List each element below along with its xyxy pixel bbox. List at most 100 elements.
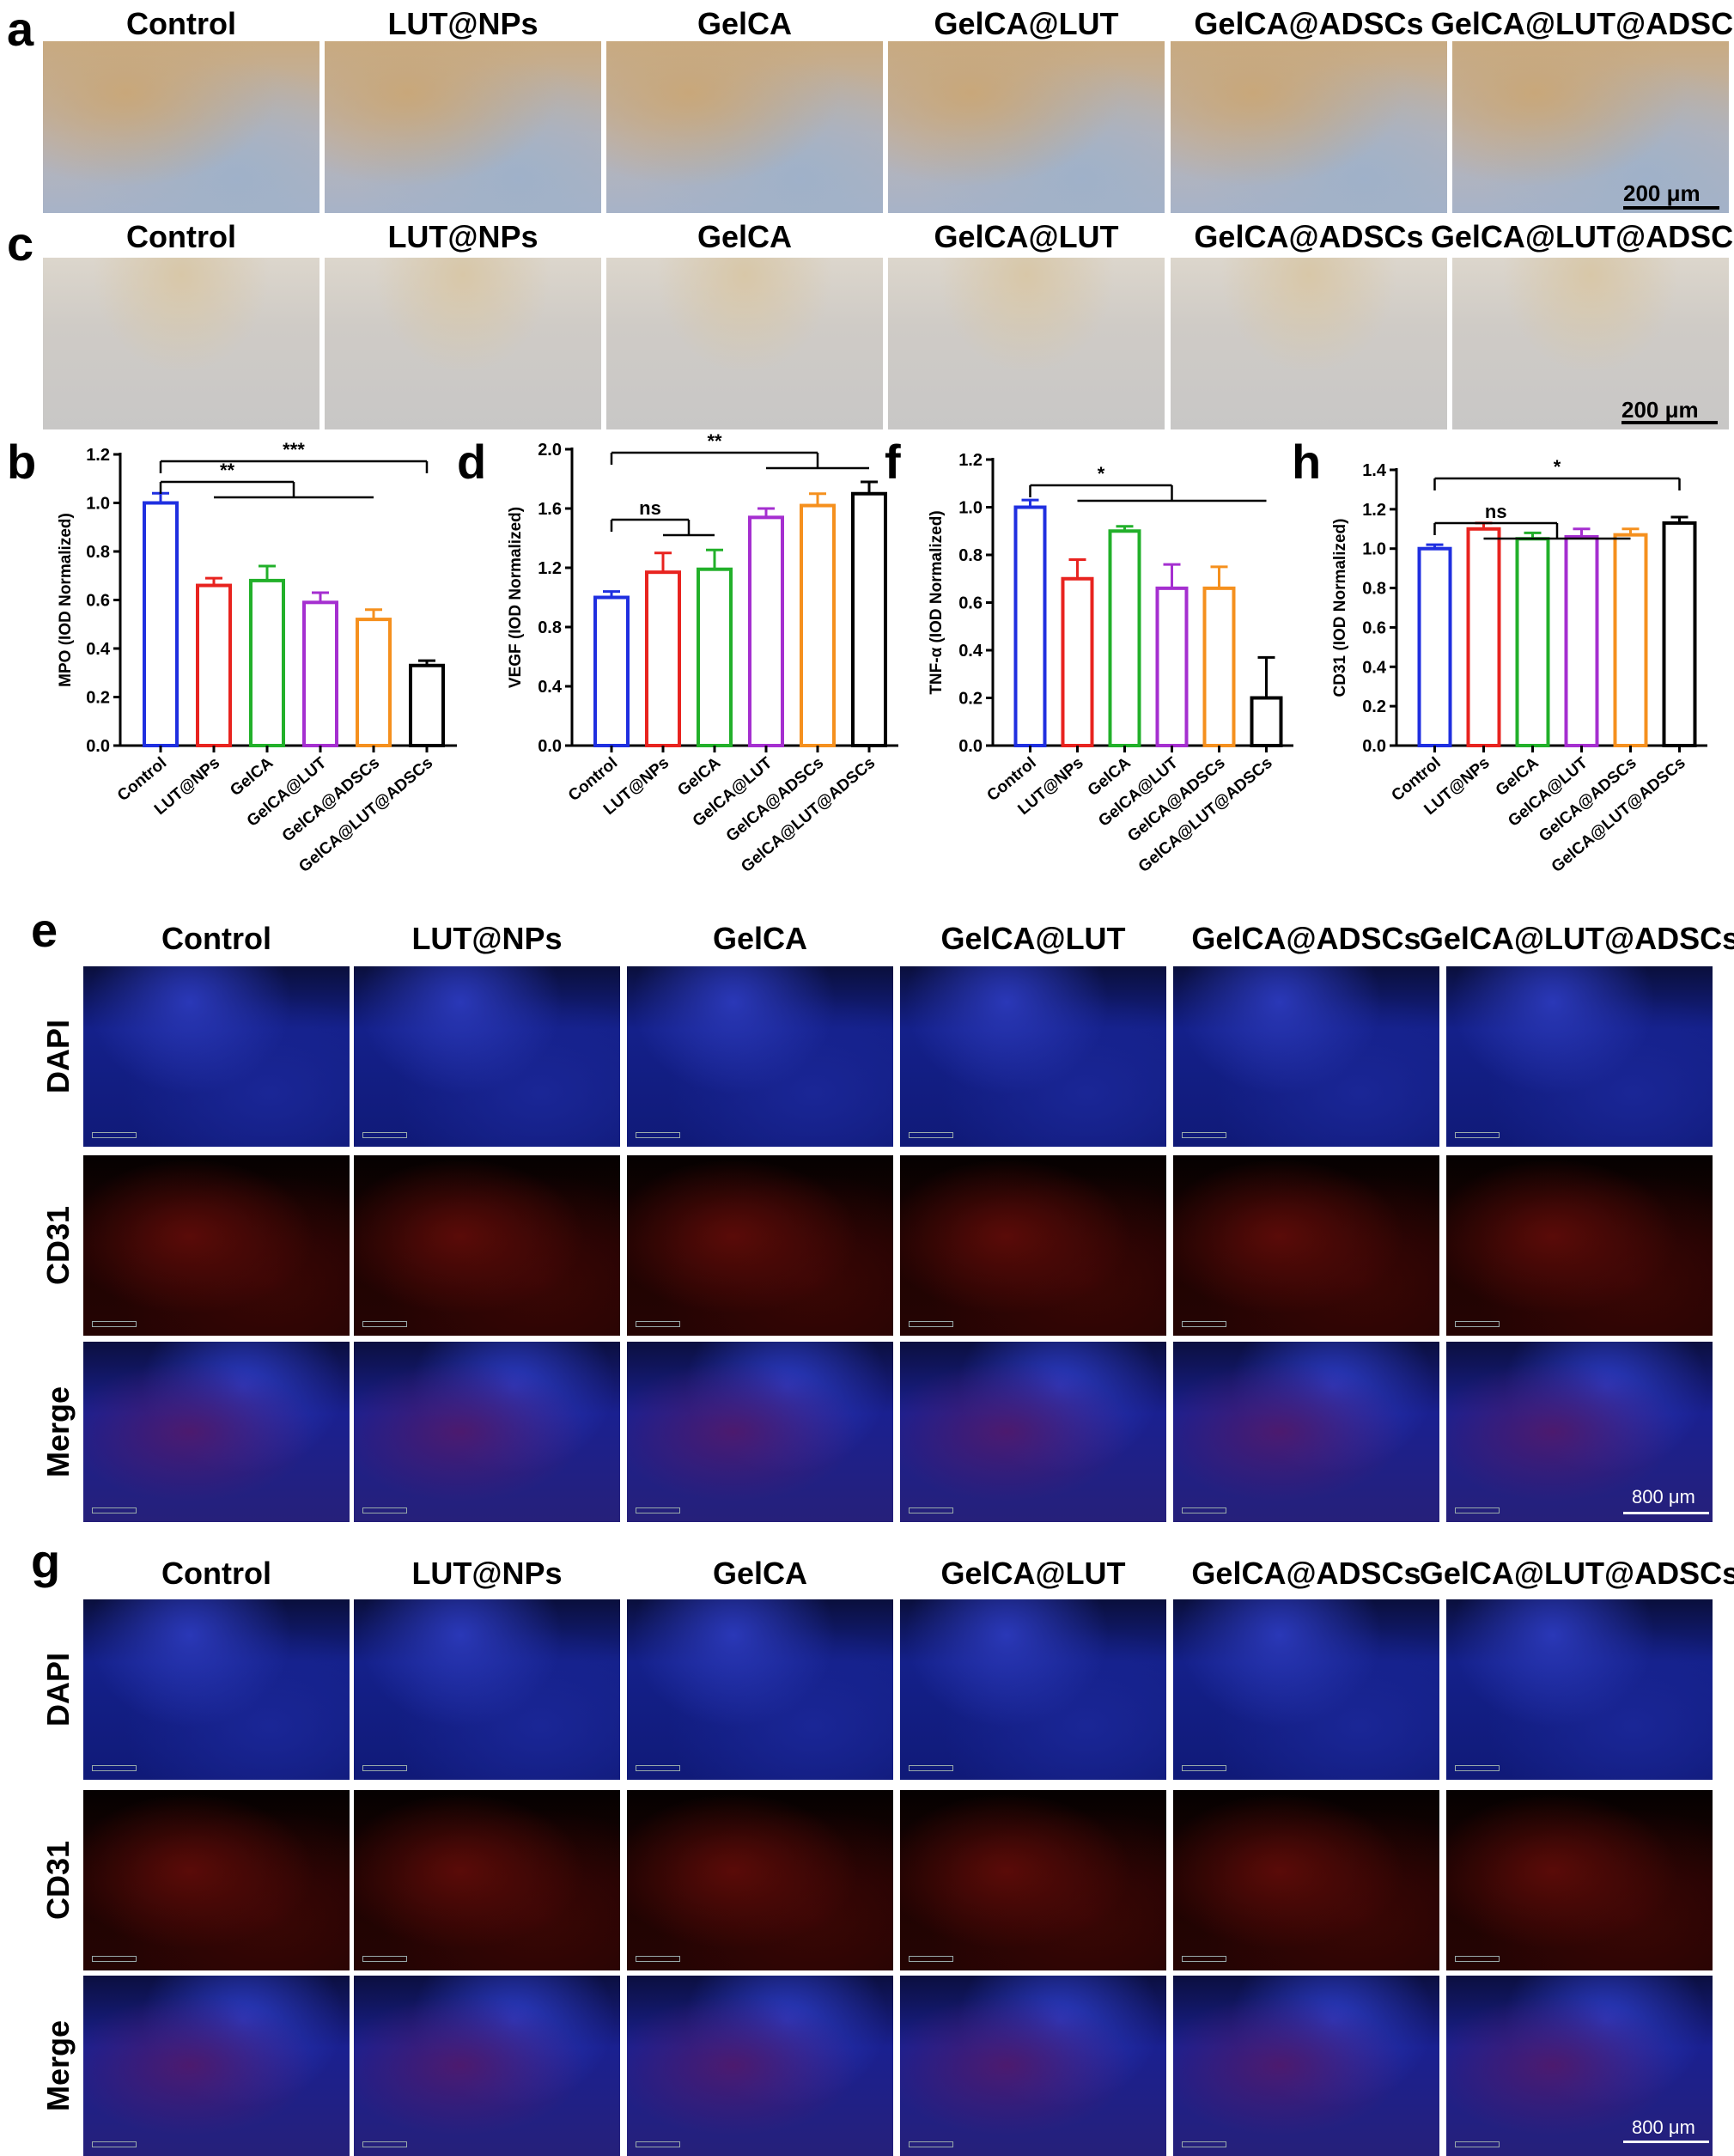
panel-e-cd31-image-gelca [627,1155,893,1336]
bar-control [1417,546,1452,747]
y-tick-label: 0.4 [86,640,111,659]
y-tick-label: 1.4 [1362,461,1387,480]
panel-e-dapi-image-gelca-lut [900,966,1166,1147]
panel-e-mini-scalebar [362,1132,407,1138]
y-axis-label: TNF-α (IOD Normalized) [928,510,946,694]
y-axis-label: CD31 (IOD Normalized) [1331,519,1349,697]
panel-e-mini-scalebar [1182,1321,1226,1327]
panel-c-image-lut-nps [325,258,601,429]
panel-letter-b: b [7,435,37,489]
panel-e-merge-image-lut-nps [354,1342,620,1522]
y-tick-label: 0.8 [86,543,110,562]
y-axis-label: MPO (IOD Normalized) [57,513,75,687]
panel-e-mini-scalebar [362,1321,407,1327]
significance-label: ns [639,497,661,519]
panel-g-merge-image-gelca [627,1976,893,2156]
y-tick-label: 0.4 [1362,658,1387,677]
y-tick-label: 2.0 [538,441,562,460]
panel-e-merge-image-control [83,1342,350,1522]
panel-a-image-lut-nps [325,41,601,213]
panel-g-title-gelca: GelCA [712,1556,808,1591]
panel-g-dapi-image-control [83,1599,350,1780]
panel-g-row-label-merge: Merge [40,2019,76,2112]
panel-e-scalebar-label: 800 μm [1632,1486,1695,1507]
y-tick-label: 0.0 [86,737,110,756]
bar-gelca [1515,537,1550,747]
significance-label: * [1098,463,1105,484]
panel-g-mini-scalebar [909,2141,953,2147]
bar-gelca [697,567,733,747]
panel-c-title-control: Control [126,219,236,254]
panel-a-title-gelca-adscs: GelCA@ADSCs [1194,6,1424,41]
panel-c-title-lut-nps: LUT@NPs [387,219,538,254]
panel-c-image-gelca-adscs [1171,258,1447,429]
panel-e-mini-scalebar [92,1507,137,1513]
y-tick-label: 0.2 [1362,697,1386,716]
panel-a-title-control: Control [126,6,236,41]
chart-mpo: 0.0 0.2 0.4 0.6 0.8 1.0 1.2 MPO (IOD Normalized… [57,439,457,876]
panel-e-mini-scalebar [1182,1507,1226,1513]
panel-e-title-gelca-lut: GelCA@LUT [940,921,1126,956]
bar-gelca-lut-adscs [851,491,887,747]
panel-letter-e: e [31,903,58,957]
panel-e-cd31-image-gelca-lut-adscs [1446,1155,1713,1336]
panel-e-mini-scalebar [1182,1132,1226,1138]
bar-gelca-lut-adscs [409,663,445,747]
panel-a-title-lut-nps: LUT@NPs [387,6,538,41]
panel-g-mini-scalebar [1455,2141,1500,2147]
panel-a-image-gelca [606,41,883,213]
panel-c-image-gelca-lut [888,258,1165,429]
panel-g-dapi-image-lut-nps [354,1599,620,1780]
y-tick-label: 0.8 [1362,580,1386,599]
panel-g-merge-image-gelca-lut [900,1976,1166,2156]
panel-c-title-gelca-adscs: GelCA@ADSCs [1194,219,1424,254]
panel-e-mini-scalebar [362,1507,407,1513]
panel-g-mini-scalebar [909,1956,953,1962]
panel-e-cd31-image-lut-nps [354,1155,620,1336]
panel-g-merge-image-gelca-adscs [1173,1976,1439,2156]
panel-e-mini-scalebar [1455,1132,1500,1138]
panel-e-row-label-cd31: CD31 [40,1205,76,1286]
y-tick-label: 0.4 [538,678,563,697]
panel-e-mini-scalebar [636,1321,680,1327]
panel-e-merge-image-gelca-adscs [1173,1342,1439,1522]
panel-e-mini-scalebar [1455,1321,1500,1327]
panel-g-cd31-image-gelca-lut [900,1790,1166,1970]
panel-e-dapi-image-lut-nps [354,966,620,1147]
bar-gelca-lut-adscs [1250,696,1283,747]
panel-e-title-control: Control [161,921,271,956]
panel-g-merge-image-control [83,1976,350,2156]
bar-gelca-lut [1564,534,1599,748]
y-tick-label: 1.2 [538,559,562,578]
panel-c-title-gelca: GelCA [697,219,793,254]
y-tick-label: 0.6 [1362,618,1386,637]
panel-g-title-lut-nps: LUT@NPs [411,1556,563,1591]
panel-e-dapi-image-gelca-adscs [1173,966,1439,1147]
panel-g-mini-scalebar [1182,2141,1226,2147]
panel-c-image-gelca [606,258,883,429]
panel-letter-f: f [885,435,901,489]
bar-gelca-adscs [1613,533,1648,747]
panel-g-mini-scalebar [1455,1765,1500,1771]
panel-g-mini-scalebar [92,2141,137,2147]
panel-g-mini-scalebar [636,1765,680,1771]
panel-c-image-control [43,258,319,429]
panel-c-title-gelca-lut: GelCA@LUT [934,219,1119,254]
panel-g-mini-scalebar [1182,1765,1226,1771]
panel-g-mini-scalebar [636,1956,680,1962]
panel-letter-g: g [31,1534,61,1588]
panel-g-cd31-image-control [83,1790,350,1970]
bar-gelca-adscs [1202,586,1236,747]
y-tick-label: 1.2 [86,446,110,465]
panel-e-cd31-image-gelca-lut [900,1155,1166,1336]
panel-g-dapi-image-gelca [627,1599,893,1780]
panel-a-title-gelca-lut-adscs: GelCA@LUT@ADSCs [1430,6,1734,41]
panel-g-cd31-image-gelca [627,1790,893,1970]
y-tick-label: 1.0 [958,499,983,518]
panel-g-scalebar [1623,2141,1709,2143]
panel-g-mini-scalebar [909,1765,953,1771]
panel-e-dapi-image-control [83,966,350,1147]
panel-a-title-gelca-lut: GelCA@LUT [934,6,1119,41]
panel-a-scalebar [1623,206,1719,210]
panel-a-image-gelca-lut [888,41,1165,213]
